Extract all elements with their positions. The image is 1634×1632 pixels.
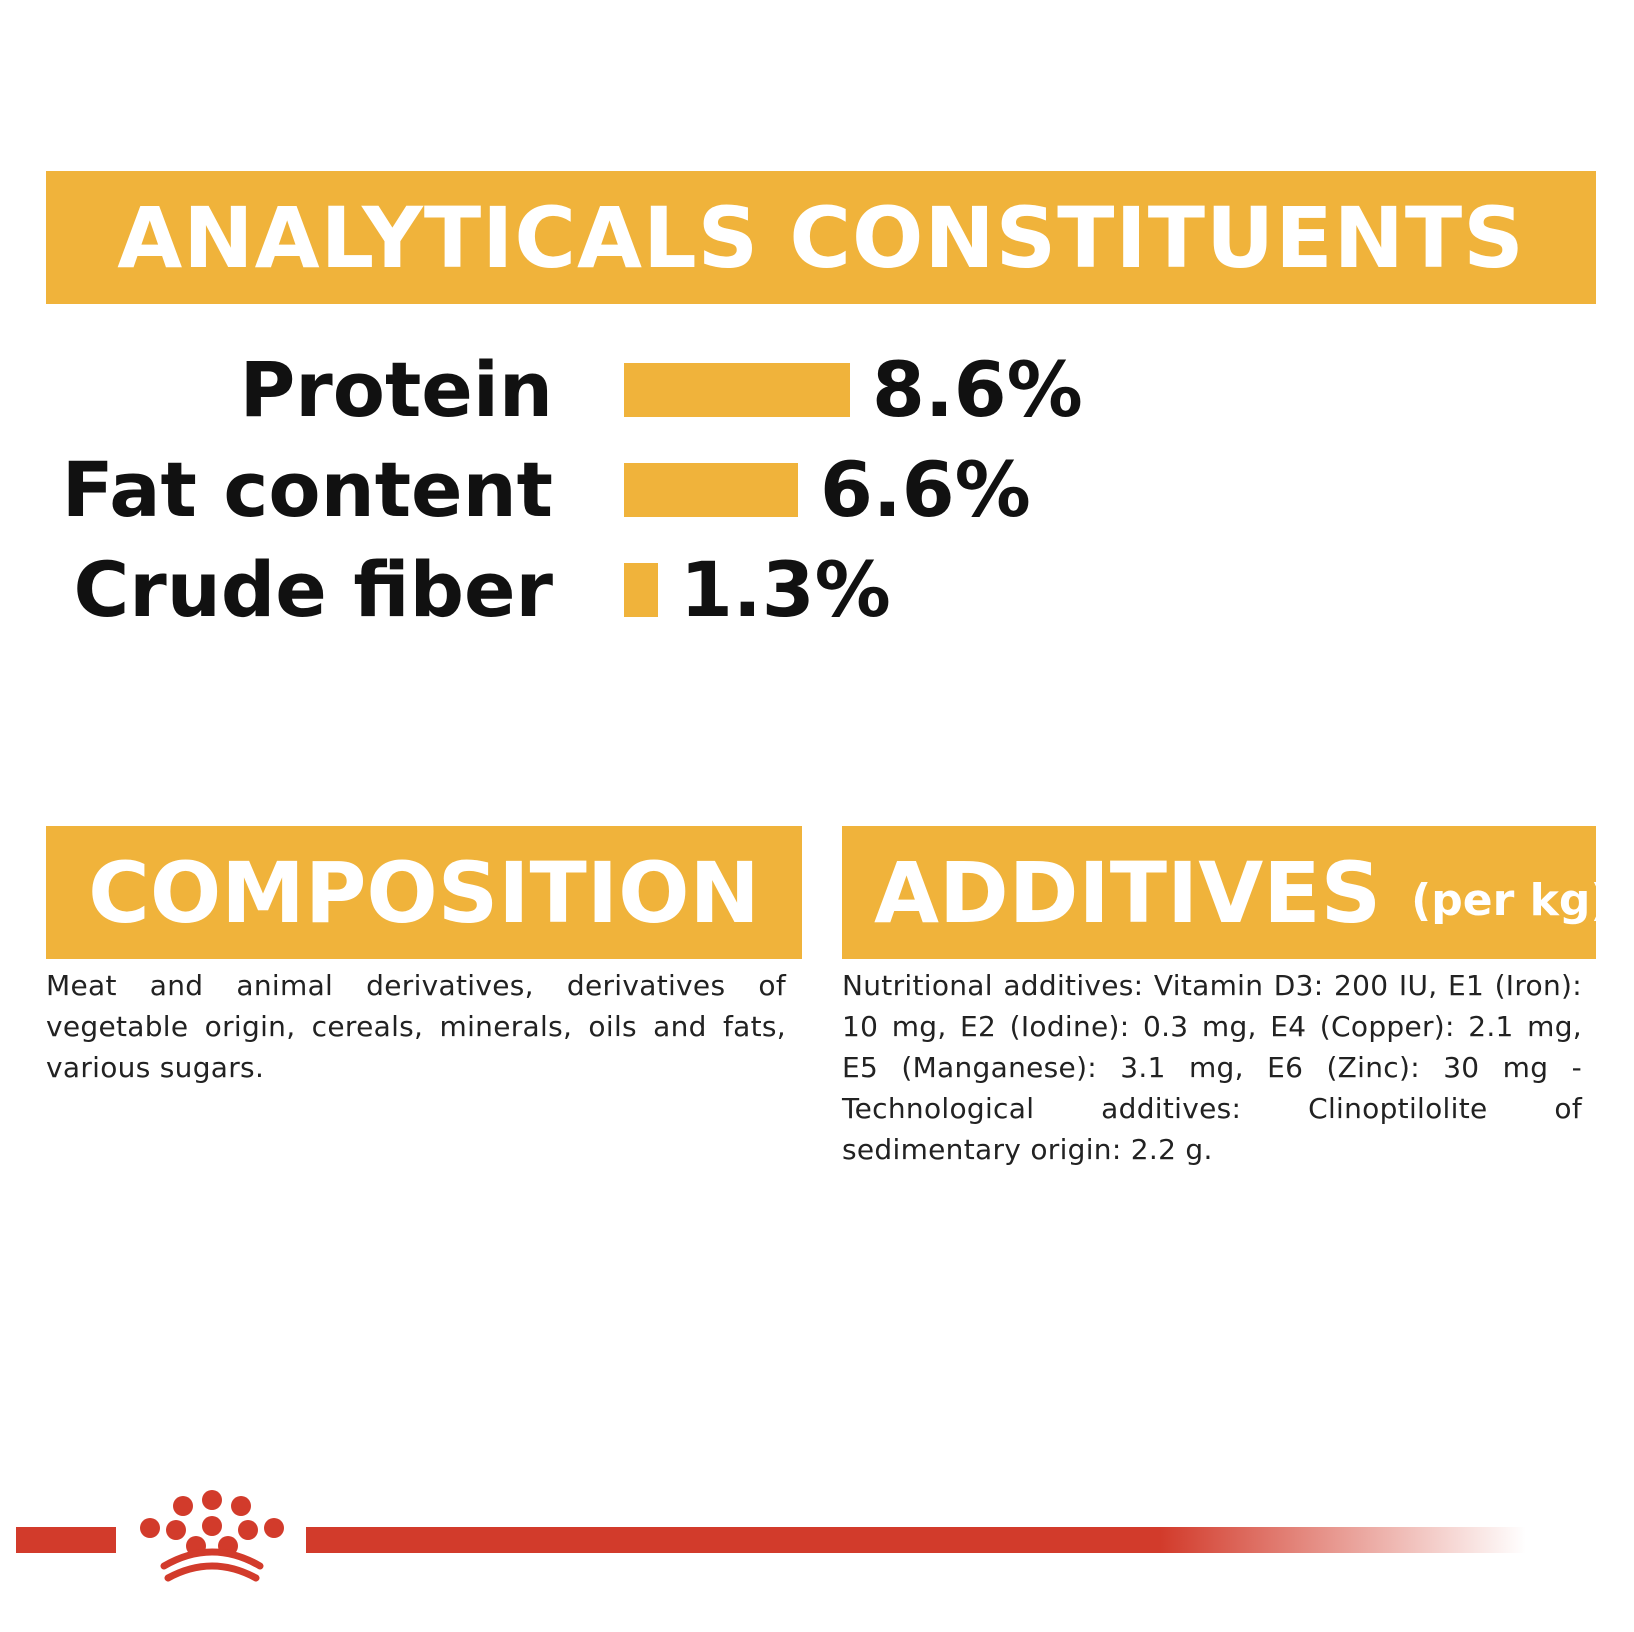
constituent-bar (624, 463, 798, 517)
constituent-value: 6.6% (820, 445, 1031, 534)
footer-line-left (16, 1527, 116, 1553)
constituent-bar (624, 563, 658, 617)
footer-line-right (306, 1527, 1526, 1553)
constituent-value: 1.3% (680, 545, 891, 634)
constituent-label: Crude fiber (73, 545, 553, 634)
composition-text: Meat and animal derivatives, derivatives… (46, 969, 786, 1084)
additives-title-suffix: (per kg) (1411, 875, 1611, 926)
additives-title: ADDITIVES (874, 843, 1382, 942)
additives-text: Nutritional additives: Vitamin D3: 200 I… (842, 969, 1582, 1166)
composition-header: COMPOSITION (46, 826, 802, 959)
constituent-label: Protein (239, 345, 553, 434)
royal-crown-logo-icon (140, 1490, 284, 1582)
composition-title: COMPOSITION (88, 843, 760, 942)
constituent-label: Fat content (61, 445, 553, 534)
constituent-bar (624, 363, 850, 417)
analytical-constituents-title: ANALYTICALS CONSTITUENTS (117, 188, 1525, 287)
constituent-value: 8.6% (872, 345, 1083, 434)
constituent-row-fiber: Crude fiber 1.3% (0, 545, 1634, 635)
constituent-row-fat: Fat content 6.6% (0, 445, 1634, 535)
additives-header: ADDITIVES (per kg) (842, 826, 1611, 959)
analytical-constituents-header: ANALYTICALS CONSTITUENTS (46, 171, 1596, 304)
constituent-row-protein: Protein 8.6% (0, 345, 1634, 435)
